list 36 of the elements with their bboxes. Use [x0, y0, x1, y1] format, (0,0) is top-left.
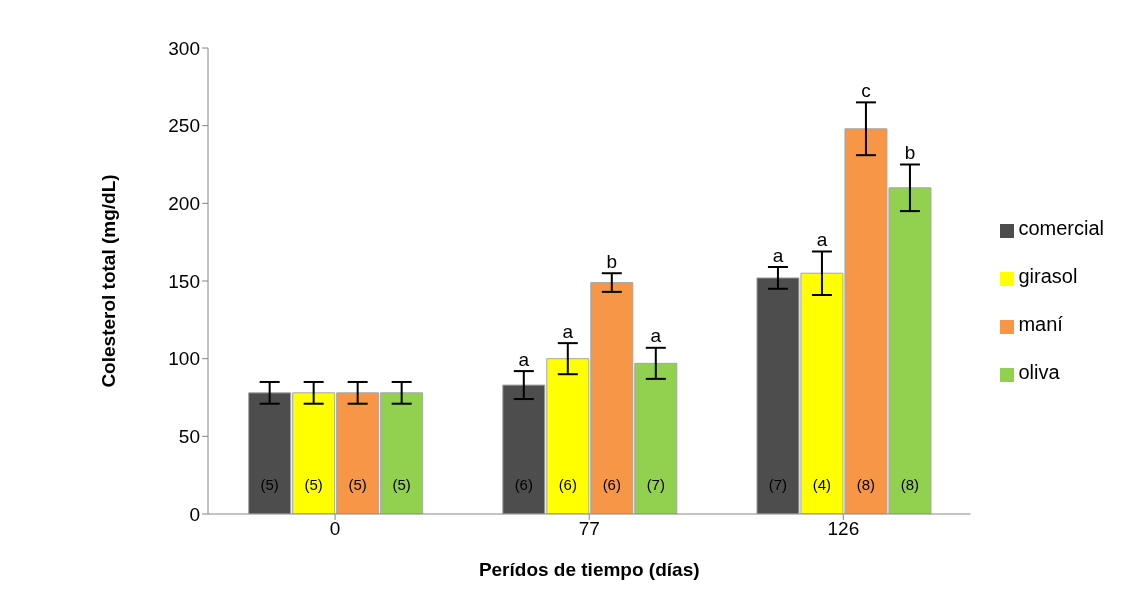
annotation: (6) [558, 475, 577, 493]
x-tick-label: 126 [827, 518, 860, 540]
annotation: (6) [602, 475, 621, 493]
legend-label: oliva [1018, 361, 1060, 383]
annotation: (7) [646, 475, 665, 493]
annotation: b [904, 142, 916, 163]
annotation: (4) [812, 475, 832, 493]
annotation: a [650, 325, 662, 347]
y-tick-label: 50 [178, 426, 200, 448]
annotation: (5) [392, 475, 411, 493]
y-axis-title: Colesterol total (mg/dL) [97, 174, 119, 388]
annotation: a [772, 244, 784, 266]
x-tick-label: 77 [578, 518, 600, 540]
y-tick-label: 100 [168, 348, 200, 370]
x-axis-title: Perídos de tiempo (días) [478, 559, 700, 580]
annotation: b [606, 250, 618, 272]
legend-label: maní [1018, 313, 1063, 335]
annotation: a [518, 348, 530, 370]
legend-label: girasol [1018, 265, 1078, 287]
annotation: a [562, 320, 574, 342]
annotation: (8) [856, 475, 876, 493]
legend-label: comercial [1018, 217, 1104, 239]
annotation: (6) [514, 475, 533, 493]
y-tick-label: 150 [168, 270, 200, 292]
annotation: (5) [348, 475, 367, 493]
y-tick-label: 300 [168, 37, 200, 59]
annotation: (5) [260, 475, 279, 493]
annotation: (5) [304, 475, 323, 493]
annotation: (7) [768, 475, 788, 493]
annotation: (8) [900, 475, 920, 493]
y-tick-label: 200 [168, 193, 200, 215]
y-tick-label: 250 [168, 115, 200, 137]
annotation: a [816, 228, 828, 250]
x-tick-label: 0 [329, 518, 341, 540]
annotation: c [861, 79, 871, 101]
y-tick-label: 0 [189, 503, 200, 525]
